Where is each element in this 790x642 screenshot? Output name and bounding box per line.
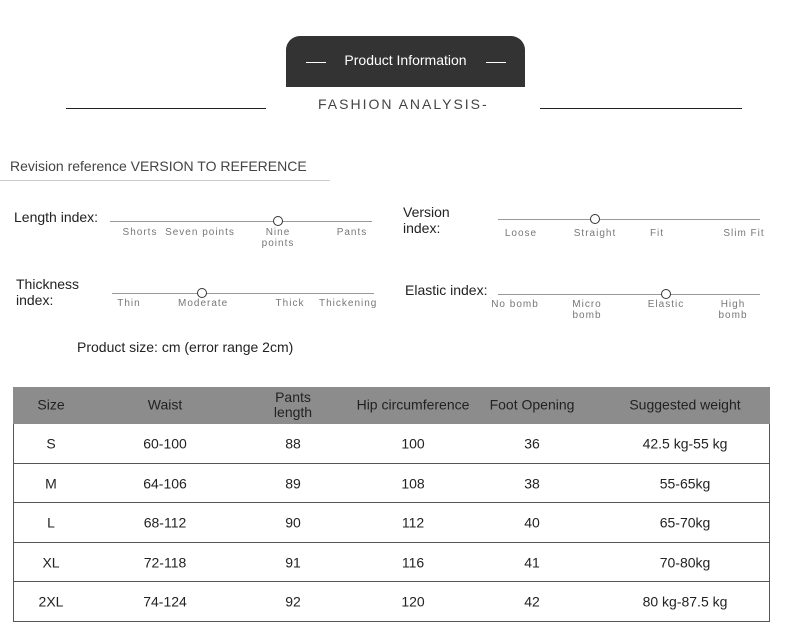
subtitle: FASHION ANALYSIS- (318, 96, 489, 112)
index-track (112, 293, 374, 294)
table-cell: XL (42, 554, 60, 570)
dash (486, 62, 506, 63)
index-option: Nine points (261, 227, 295, 249)
index-option: Micro bomb (572, 299, 602, 321)
table-cell: 68-112 (143, 514, 187, 531)
tab-title: Product Information (344, 52, 467, 68)
index-option: Thick (275, 298, 305, 309)
index-marker (661, 289, 671, 299)
table-header-cell: Waist (147, 396, 183, 413)
index-option: Elastic (647, 299, 685, 310)
index-marker (273, 216, 283, 226)
table-cell: 36 (524, 435, 540, 452)
table-cell: 120 (401, 593, 425, 610)
table-cell: 112 (401, 514, 425, 531)
index-option: Pants (336, 227, 368, 238)
table-cell: 116 (401, 554, 425, 570)
index-option: Fit (649, 228, 665, 239)
index-option: High bomb (718, 299, 748, 321)
index-option: Slim Fit (723, 228, 765, 239)
revision: Revision reference VERSION TO REFERENCE (10, 158, 307, 174)
table-cell: 41 (524, 554, 540, 570)
table-border (769, 424, 770, 622)
table-cell: 108 (401, 475, 425, 491)
table-cell: L (47, 514, 55, 531)
table-cell: 64-106 (143, 475, 187, 491)
index-option: Seven points (165, 227, 235, 238)
index-option: Shorts (122, 227, 158, 238)
table-header-bg (13, 387, 770, 424)
index-label: Version index: (403, 204, 450, 236)
table-header-cell: Size (37, 396, 65, 413)
table-cell: 2XL (38, 593, 64, 610)
table-cell: 42 (524, 593, 540, 610)
table-cell: 70-80kg (659, 554, 711, 570)
row-border (13, 621, 770, 622)
index-track (110, 221, 372, 222)
rule (66, 108, 266, 109)
index-label: Thickness index: (16, 276, 80, 308)
table-cell: 40 (524, 514, 540, 531)
index-option: Thin (117, 298, 141, 309)
index-marker (590, 214, 600, 224)
table-cell: 90 (285, 514, 301, 531)
row-border (13, 542, 770, 543)
table-cell: 72-118 (143, 554, 187, 570)
table-border (13, 424, 14, 622)
index-track (498, 294, 760, 295)
index-label: Elastic index: (405, 282, 488, 298)
table-cell: 60-100 (143, 435, 187, 452)
table-cell: 89 (285, 475, 301, 491)
rule (540, 108, 742, 109)
index-option: Straight (573, 228, 617, 239)
table-cell: 88 (285, 435, 301, 452)
table-cell: 80 kg-87.5 kg (642, 593, 728, 610)
table-cell: M (45, 475, 57, 491)
table-cell: 92 (285, 593, 301, 610)
table-cell: 65-70kg (659, 514, 711, 531)
row-border (13, 502, 770, 503)
index-option: Loose (504, 228, 538, 239)
table-cell: 55-65kg (659, 475, 711, 491)
index-option: Thickening (319, 298, 378, 309)
table-cell: 42.5 kg-55 kg (642, 435, 728, 452)
size-note: Product size: cm (error range 2cm) (77, 339, 294, 355)
table-cell: 38 (524, 475, 540, 491)
row-border (13, 581, 770, 582)
index-label: Length index: (14, 209, 99, 225)
rule (0, 180, 330, 181)
dash (306, 62, 326, 63)
table-header-cell: Hip circumference (356, 396, 470, 413)
table-header-cell: Foot Opening (489, 396, 575, 413)
header-tab: Product Information (286, 36, 525, 87)
table-cell: S (46, 435, 56, 452)
table-header-cell: Pants length (273, 389, 313, 420)
table-cell: 74-124 (143, 593, 187, 610)
index-option: Moderate (178, 298, 229, 309)
table-cell: 91 (285, 554, 301, 570)
row-border (13, 463, 770, 464)
index-marker (197, 288, 207, 298)
table-cell: 100 (401, 435, 425, 452)
index-option: No bomb (491, 299, 539, 310)
table-header-cell: Suggested weight (629, 396, 741, 413)
index-track (498, 219, 760, 220)
